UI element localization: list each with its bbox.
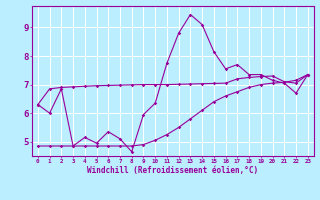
X-axis label: Windchill (Refroidissement éolien,°C): Windchill (Refroidissement éolien,°C) bbox=[87, 166, 258, 175]
